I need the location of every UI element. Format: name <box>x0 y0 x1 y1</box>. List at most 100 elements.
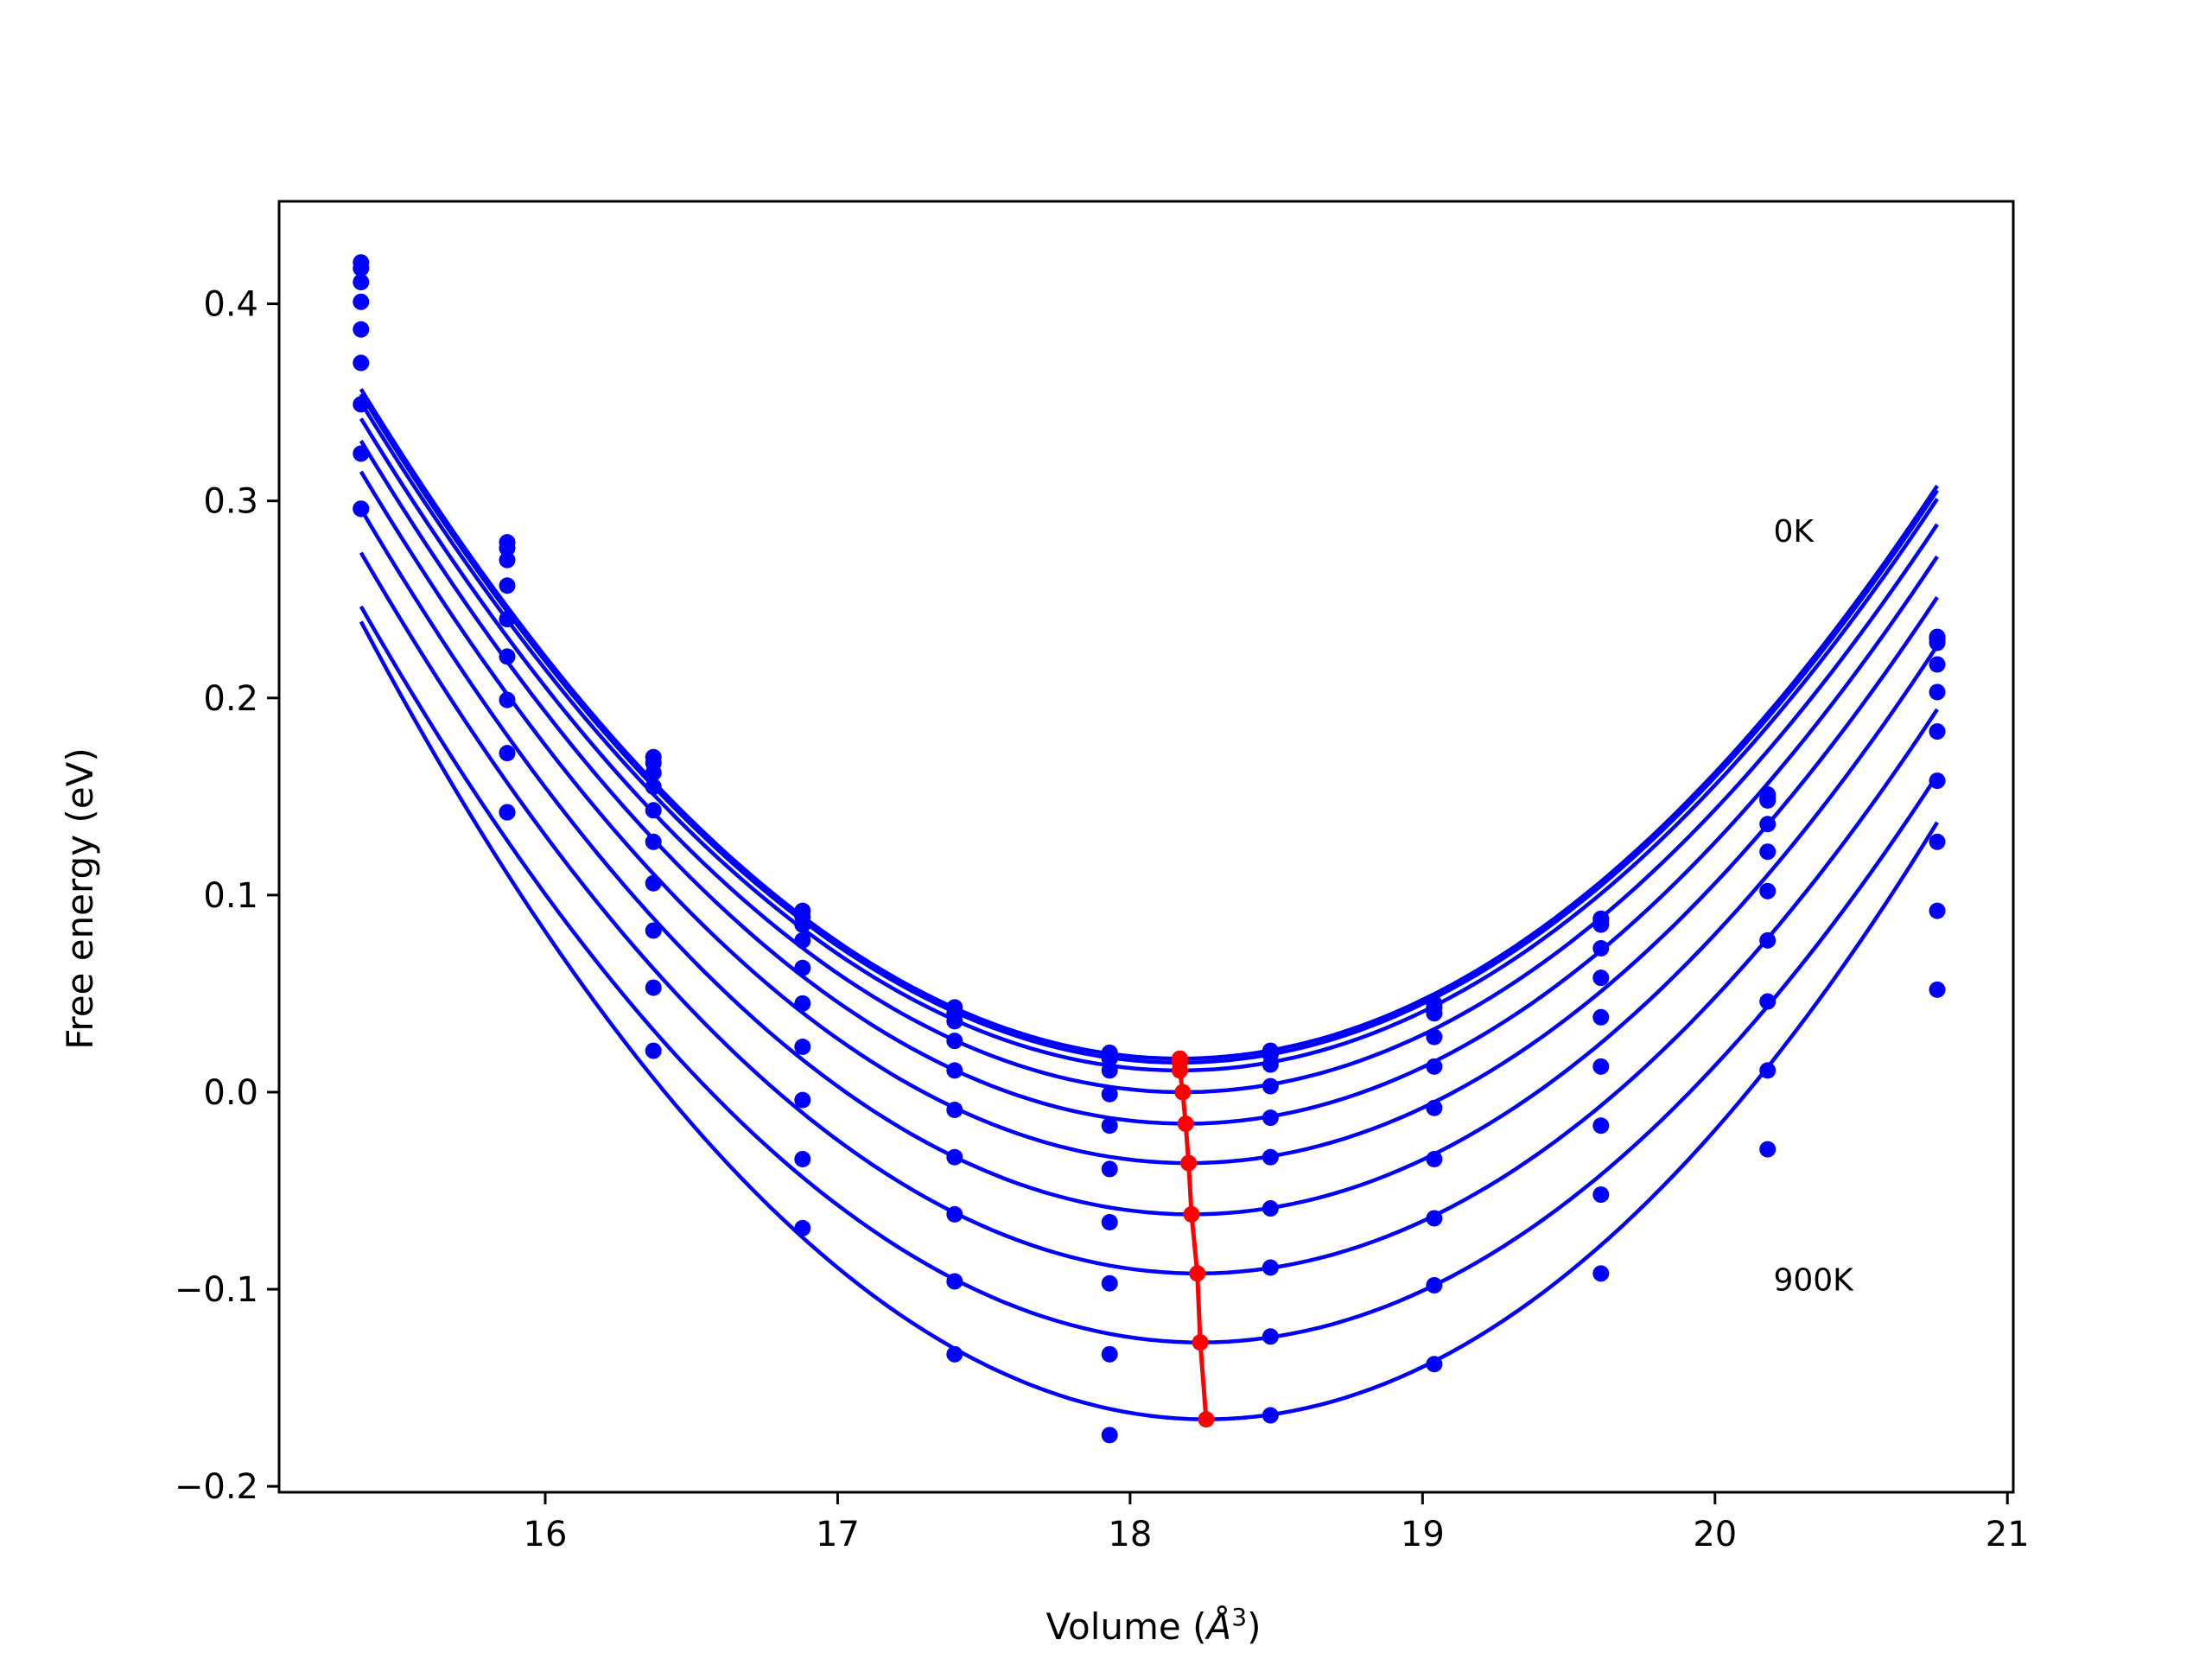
fit-curves <box>359 388 1939 1421</box>
data-point <box>1262 1200 1279 1217</box>
data-point <box>645 1042 662 1059</box>
annotation-900k: 900K <box>1773 1263 1854 1299</box>
data-point <box>1101 1160 1118 1178</box>
data-point <box>499 551 516 569</box>
data-point <box>1262 1328 1279 1345</box>
data-point <box>1101 1085 1118 1103</box>
data-point <box>1101 1345 1118 1363</box>
data-point <box>1426 1058 1443 1075</box>
data-point <box>1929 902 1946 919</box>
data-point <box>1101 1214 1118 1231</box>
data-point <box>1759 1141 1777 1158</box>
data-point <box>946 1273 963 1290</box>
x-axis-ticks: 16 17 18 19 20 21 <box>524 1492 2030 1554</box>
data-point <box>794 1151 811 1168</box>
data-point <box>946 1062 963 1079</box>
data-point <box>946 1345 963 1363</box>
data-point <box>1426 1005 1443 1022</box>
fit-curve-7 <box>359 551 1939 1276</box>
x-tick-label: 19 <box>1401 1515 1445 1554</box>
data-point <box>946 1102 963 1119</box>
annotation-0k: 0K <box>1773 514 1815 550</box>
data-point <box>645 874 662 892</box>
data-point <box>1592 939 1610 957</box>
data-point <box>499 539 516 556</box>
data-point <box>1262 1259 1279 1276</box>
equilibrium-point <box>1198 1411 1215 1428</box>
x-axis-label: Volume (Å3) <box>1046 1603 1262 1648</box>
data-point <box>1426 1151 1443 1168</box>
data-point <box>1592 969 1610 987</box>
data-point <box>1592 1265 1610 1282</box>
data-point <box>353 500 370 518</box>
data-point <box>1262 1077 1279 1095</box>
data-point <box>1929 981 1946 998</box>
x-tick-label: 21 <box>1986 1515 2030 1554</box>
data-point <box>1426 1099 1443 1116</box>
equilibrium-point <box>1183 1205 1200 1223</box>
data-point <box>1426 1277 1443 1294</box>
equilibrium-line <box>1177 1058 1209 1420</box>
data-point <box>499 648 516 665</box>
y-tick-label: 0.2 <box>203 679 258 719</box>
equilibrium-point <box>1180 1154 1198 1172</box>
y-tick-label: −0.2 <box>175 1467 258 1507</box>
data-point <box>1101 1427 1118 1444</box>
equilibrium-point <box>1174 1084 1192 1101</box>
data-point <box>1262 1407 1279 1424</box>
data-points <box>353 254 1946 1444</box>
data-point <box>1759 843 1777 861</box>
data-point <box>645 979 662 996</box>
data-point <box>1759 882 1777 899</box>
data-point <box>1426 1356 1443 1373</box>
data-point <box>499 691 516 709</box>
y-tick-label: 0.3 <box>203 482 258 522</box>
data-point <box>1592 1186 1610 1204</box>
data-point <box>1101 1050 1118 1067</box>
y-axis-ticks: −0.2 −0.1 0.0 0.1 0.2 0.3 0.4 <box>175 285 279 1507</box>
y-tick-label: 0.0 <box>203 1073 258 1113</box>
data-point <box>794 1219 811 1236</box>
equilibrium-point <box>1192 1334 1209 1351</box>
data-point <box>353 293 370 310</box>
data-point <box>1929 634 1946 652</box>
x-tick-label: 17 <box>816 1515 860 1554</box>
x-tick-label: 16 <box>524 1515 568 1554</box>
x-tick-label: 20 <box>1693 1515 1737 1554</box>
data-point <box>1592 1008 1610 1026</box>
data-point <box>1929 833 1946 850</box>
fit-curve-2 <box>359 401 1939 1073</box>
data-point <box>946 1013 963 1030</box>
data-point <box>1592 1117 1610 1135</box>
data-point <box>794 931 811 949</box>
data-point <box>499 804 516 821</box>
data-point <box>1759 993 1777 1010</box>
equilibrium-point <box>1171 1062 1188 1079</box>
data-point <box>353 396 370 413</box>
data-point <box>645 833 662 850</box>
data-point <box>946 1148 963 1166</box>
data-point <box>1929 723 1946 741</box>
data-point <box>794 1039 811 1056</box>
y-tick-label: 0.4 <box>203 285 258 325</box>
equilibrium-point <box>1177 1115 1194 1132</box>
fit-curve-4 <box>359 440 1939 1126</box>
equilibrium-point <box>1189 1265 1206 1282</box>
data-point <box>1592 916 1610 933</box>
data-point <box>1426 1210 1443 1227</box>
fit-curve-8 <box>359 605 1939 1344</box>
plot-frame <box>277 200 2015 1494</box>
fit-curve-3 <box>359 417 1939 1095</box>
data-point <box>1759 816 1777 833</box>
data-point <box>1759 931 1777 949</box>
data-point <box>794 959 811 976</box>
data-point <box>794 995 811 1012</box>
y-tick-label: 0.1 <box>203 876 258 916</box>
data-point <box>499 577 516 594</box>
data-point <box>794 1091 811 1109</box>
data-point <box>353 354 370 372</box>
data-point <box>1426 1028 1443 1046</box>
y-axis-label: Free energy (eV) <box>59 747 101 1050</box>
data-point <box>946 1033 963 1050</box>
